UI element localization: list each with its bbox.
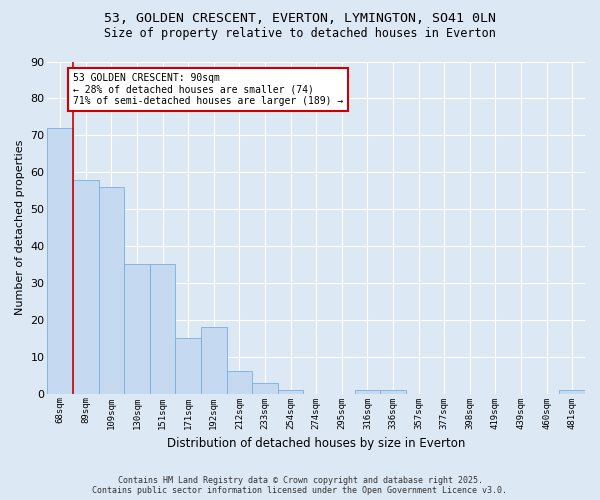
Bar	[559, 390, 585, 394]
Text: 53, GOLDEN CRESCENT, EVERTON, LYMINGTON, SO41 0LN: 53, GOLDEN CRESCENT, EVERTON, LYMINGTON,…	[104, 12, 496, 26]
X-axis label: Distribution of detached houses by size in Everton: Distribution of detached houses by size …	[167, 437, 466, 450]
Text: 53 GOLDEN CRESCENT: 90sqm
← 28% of detached houses are smaller (74)
71% of semi-: 53 GOLDEN CRESCENT: 90sqm ← 28% of detac…	[73, 72, 343, 106]
Bar	[252, 382, 278, 394]
Bar	[380, 390, 406, 394]
Bar	[227, 372, 252, 394]
Y-axis label: Number of detached properties: Number of detached properties	[15, 140, 25, 316]
Bar	[73, 180, 98, 394]
Text: Size of property relative to detached houses in Everton: Size of property relative to detached ho…	[104, 28, 496, 40]
Bar	[278, 390, 304, 394]
Bar	[175, 338, 201, 394]
Bar	[98, 187, 124, 394]
Bar	[150, 264, 175, 394]
Text: Contains HM Land Registry data © Crown copyright and database right 2025.
Contai: Contains HM Land Registry data © Crown c…	[92, 476, 508, 495]
Bar	[124, 264, 150, 394]
Bar	[201, 327, 227, 394]
Bar	[47, 128, 73, 394]
Bar	[355, 390, 380, 394]
